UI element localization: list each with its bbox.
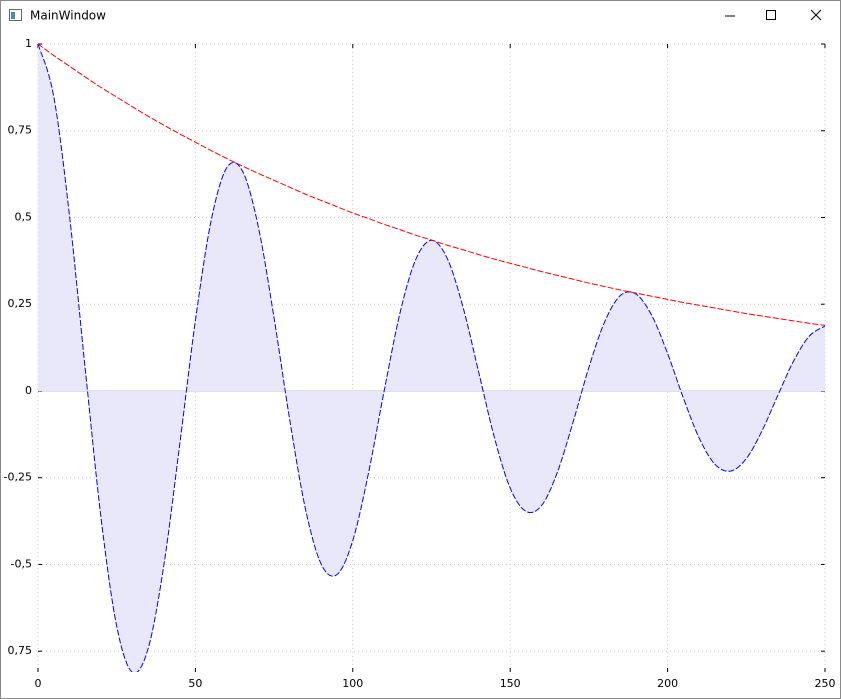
plot: 0,75 -0,5 -0,25 0 0,25 0,5 0,75 1 0 50 100 150 200 25… xyxy=(4,37,836,690)
area xyxy=(38,44,825,672)
x-tick-label: 200 xyxy=(657,677,678,690)
y-tick-label: 1 xyxy=(25,37,32,50)
maximize-button[interactable] xyxy=(766,10,776,20)
x-tick-label: 0 xyxy=(35,677,42,690)
y-tick-label: -0,5 xyxy=(11,557,32,570)
y-tick-label: 0 xyxy=(25,384,32,397)
y-tick-label: 0,5 xyxy=(15,210,33,223)
x-tick-label: 100 xyxy=(342,677,363,690)
window-icon xyxy=(9,9,22,21)
y-tick-label: -0,25 xyxy=(4,471,32,484)
line xyxy=(38,44,825,672)
x-tick-label: 150 xyxy=(500,677,521,690)
x-tick-label: 250 xyxy=(815,677,836,690)
y-tick-label: 0,75 xyxy=(8,124,33,137)
y-tick-label: 0,75 xyxy=(8,644,33,657)
close-button[interactable] xyxy=(810,9,822,21)
window-title: MainWindow xyxy=(30,9,106,23)
y-tick-label: 0,25 xyxy=(8,297,33,310)
x-tick-label: 50 xyxy=(188,677,202,690)
line xyxy=(38,44,825,326)
